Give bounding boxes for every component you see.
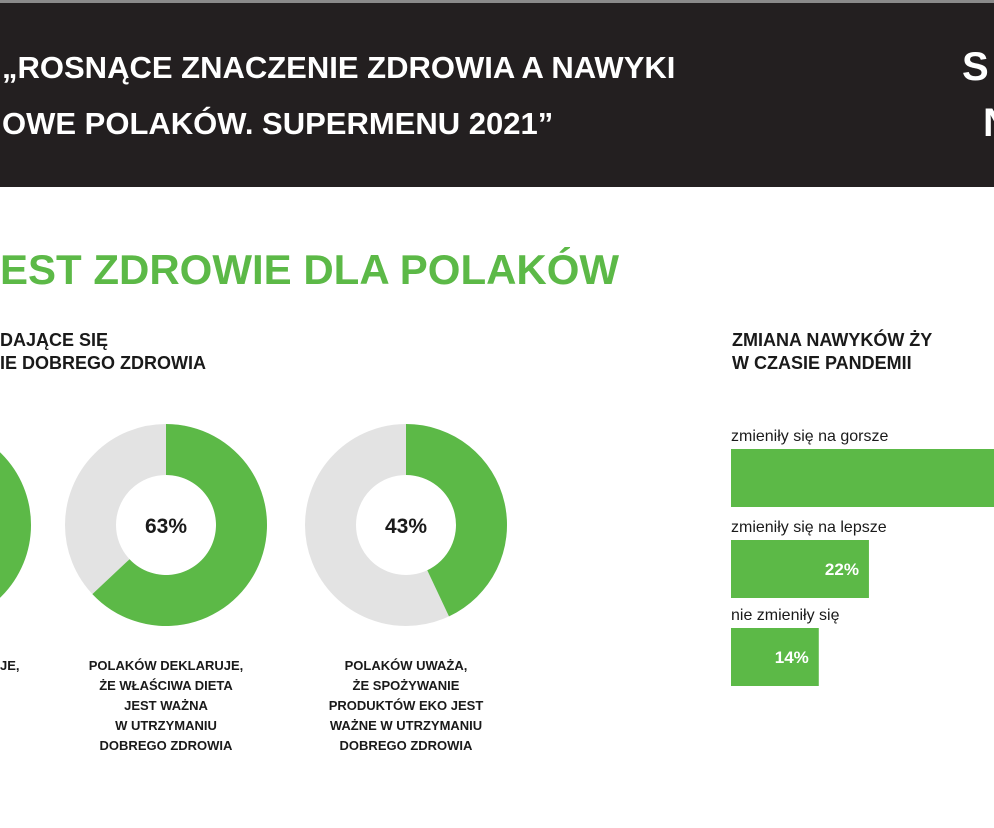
header-title: „ROSNĄCE ZNACZENIE ZDROWIA A NAWYKI xyxy=(2,50,675,85)
header-title: OWE POLAKÓW. SUPERMENU 2021” xyxy=(2,105,553,141)
donut-caption: POLAKÓW UWAŻA, xyxy=(345,658,468,673)
donut-segment xyxy=(0,452,31,598)
donut-value-label: 63% xyxy=(145,515,187,538)
bar xyxy=(731,540,869,598)
donut-caption: ŻE WŁAŚCIWA DIETA xyxy=(99,678,233,693)
panel-title: DAJĄCE SIĘ xyxy=(0,330,108,350)
bar-value-label: 22% xyxy=(825,560,859,579)
donut-segment xyxy=(92,424,267,626)
donut-caption: WAŻNE W UTRZYMANIU xyxy=(330,718,482,733)
donut-caption: DOBREGO ZDROWIA xyxy=(340,738,473,753)
header-band xyxy=(0,0,994,187)
donut-caption: W UTRZYMANIU xyxy=(115,718,217,733)
section-title: EST ZDROWIE DLA POLAKÓW xyxy=(0,245,619,293)
header-right: S xyxy=(962,45,989,89)
donut-caption: DOBREGO ZDROWIA xyxy=(100,738,233,753)
panel-title: IE DOBREGO ZDROWIA xyxy=(0,353,206,373)
bar xyxy=(731,449,994,507)
donut-segment xyxy=(406,424,507,617)
header-top-line xyxy=(0,0,994,3)
bar xyxy=(731,628,819,686)
bar-label: zmieniły się na lepsze xyxy=(731,519,887,536)
header-right: N xyxy=(983,101,994,145)
donut-caption: JEST WAŻNA xyxy=(124,698,208,713)
bar-label: zmieniły się na gorsze xyxy=(731,428,889,445)
donut-caption: PRODUKTÓW EKO JEST xyxy=(329,698,484,713)
bar-value-label: 14% xyxy=(775,648,809,667)
bar-label: nie zmieniły się xyxy=(731,607,840,624)
donut-value-label: 43% xyxy=(385,515,427,538)
donut-caption: ŻE SPOŻYWANIE xyxy=(353,678,460,693)
panel-title: W CZASIE PANDEMII xyxy=(732,353,912,373)
donut-caption: JE, xyxy=(0,658,20,673)
panel-title: ZMIANA NAWYKÓW ŻY xyxy=(732,329,932,350)
donut-caption: POLAKÓW DEKLARUJE, xyxy=(89,658,244,673)
